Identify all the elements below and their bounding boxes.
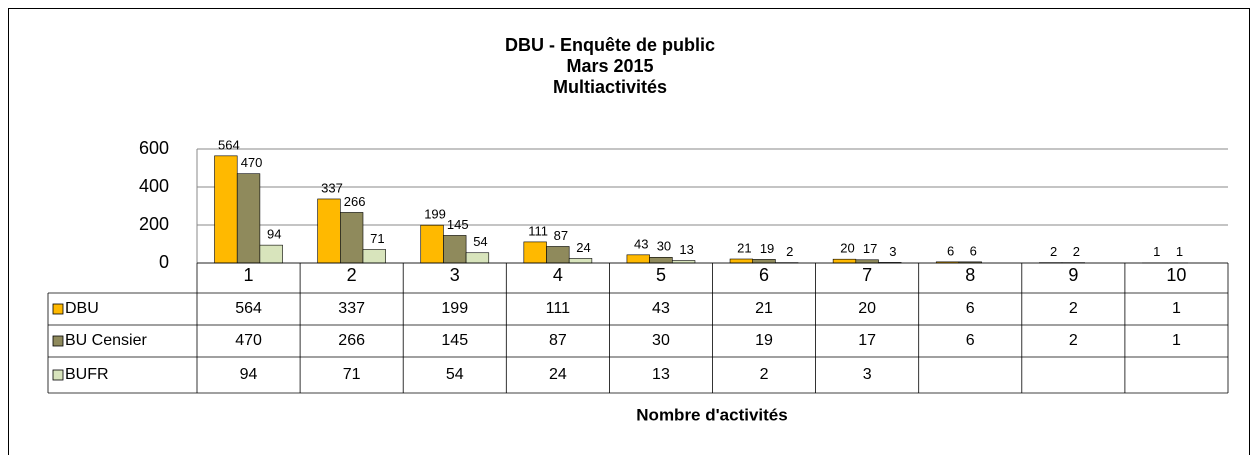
legend-key (52, 335, 64, 347)
legend-label: BU Censier (65, 332, 147, 349)
x-tick-label: 6 (759, 265, 769, 285)
data-label: 54 (473, 234, 487, 249)
table-cell: 19 (755, 332, 773, 349)
bar (832, 258, 857, 264)
x-tick-label: 7 (862, 265, 872, 285)
chart-title: DBU - Enquête de public (505, 35, 715, 55)
table-cell: 43 (652, 300, 670, 317)
x-tick-label: 5 (656, 265, 666, 285)
data-label: 3 (889, 244, 896, 259)
table-cell: 3 (863, 366, 872, 383)
table-cell: 54 (446, 366, 464, 383)
legend-label: BUFR (65, 366, 109, 383)
table-cell: 21 (755, 300, 773, 317)
table-cell: 111 (546, 300, 570, 317)
table-cell: 2 (1069, 332, 1078, 349)
data-label: 94 (267, 227, 281, 242)
table-cell: 1 (1172, 332, 1181, 349)
data-label: 19 (760, 241, 774, 256)
bar (259, 244, 283, 264)
table-cell: 199 (441, 300, 468, 317)
data-label: 43 (634, 236, 648, 251)
table-cell: 71 (343, 366, 361, 383)
bar (523, 241, 547, 264)
data-label: 71 (370, 231, 384, 246)
data-label: 2 (786, 244, 793, 259)
x-axis-label: Nombre d'activités (636, 405, 787, 424)
data-label: 21 (737, 240, 751, 255)
data-label: 564 (218, 137, 240, 152)
data-label: 145 (447, 217, 469, 232)
table-cell: 1 (1172, 300, 1181, 317)
legend-key (52, 369, 64, 381)
bar (546, 246, 570, 264)
data-label: 2 (1073, 244, 1080, 259)
data-label: 6 (947, 243, 954, 258)
table-cell: 337 (338, 300, 365, 317)
data-label: 87 (554, 228, 568, 243)
table-cell: 6 (966, 332, 975, 349)
bar (752, 259, 776, 264)
x-tick-label: 9 (1068, 265, 1078, 285)
table-cell: 145 (441, 332, 468, 349)
bar (649, 256, 673, 264)
data-label: 111 (528, 223, 548, 238)
data-label: 20 (840, 241, 854, 256)
data-label: 1 (1176, 244, 1183, 259)
x-tick-label: 8 (965, 265, 975, 285)
bar (443, 235, 467, 264)
table-cell: 266 (338, 332, 365, 349)
x-tick-label: 3 (450, 265, 460, 285)
data-label: 337 (321, 180, 343, 195)
bar (362, 249, 386, 264)
data-label: 24 (576, 240, 590, 255)
data-label: 6 (970, 243, 977, 258)
data-label: 13 (679, 242, 693, 257)
table-cell: 13 (652, 366, 670, 383)
bar (420, 224, 444, 264)
table-cell: 20 (858, 300, 876, 317)
x-tick-label: 10 (1166, 265, 1186, 285)
bar (214, 155, 238, 264)
bar (626, 254, 650, 264)
data-label: 30 (657, 239, 671, 254)
table-cell: 87 (549, 332, 567, 349)
y-tick-label: 200 (139, 214, 169, 234)
data-label: 199 (424, 207, 446, 222)
table-cell: 564 (235, 300, 262, 317)
data-label: 2 (1050, 244, 1057, 259)
x-tick-label: 1 (244, 265, 254, 285)
data-label: 266 (344, 194, 366, 209)
legend-label: DBU (65, 300, 99, 317)
table-cell: 30 (652, 332, 670, 349)
data-label: 1 (1153, 244, 1160, 259)
bar (465, 252, 490, 264)
y-tick-label: 0 (159, 252, 169, 272)
data-label: 470 (241, 155, 263, 170)
table-cell: 2 (1069, 300, 1078, 317)
bar (340, 212, 364, 264)
table-cell: 17 (858, 332, 876, 349)
x-tick-label: 4 (553, 265, 563, 285)
bar (855, 259, 879, 264)
bar (317, 198, 341, 264)
chart-title: Mars 2015 (566, 56, 653, 76)
table-cell: 24 (549, 366, 567, 383)
data-label: 17 (863, 241, 877, 256)
table-cell: 470 (235, 332, 262, 349)
table-cell: 94 (240, 366, 258, 383)
table-cell: 6 (966, 300, 975, 317)
chart-title: Multiactivités (553, 77, 667, 97)
bar (236, 173, 261, 264)
y-tick-label: 600 (139, 138, 169, 158)
x-tick-label: 2 (347, 265, 357, 285)
legend-key (52, 303, 64, 315)
bar (568, 258, 593, 264)
table-cell: 2 (760, 366, 769, 383)
y-tick-label: 400 (139, 176, 169, 196)
bar (729, 258, 754, 264)
